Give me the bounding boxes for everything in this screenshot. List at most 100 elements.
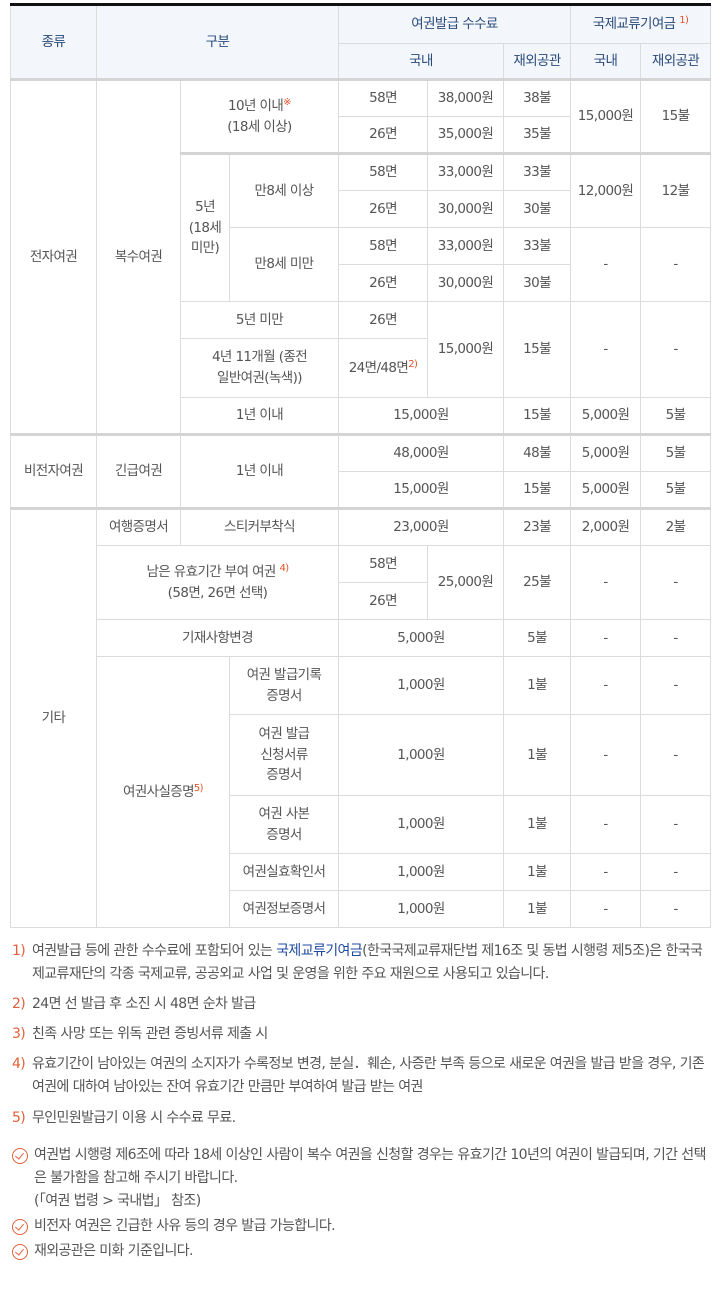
cell-text: 5불 <box>665 445 686 462</box>
table-cell: 48,000원 <box>338 433 504 472</box>
cell-text: 기타 <box>41 710 66 727</box>
cell-text: - <box>673 629 678 646</box>
header-fee: 여권발급 수수료 <box>337 4 572 44</box>
table-cell: 5불 <box>640 471 712 509</box>
table-cell: 1,000원 <box>338 656 504 715</box>
table-row: 15,000원 15불 5,000원 5불 <box>11 471 712 509</box>
table-cell: 기재사항변경 <box>96 619 339 657</box>
cell-text: 1불 <box>527 900 547 917</box>
table-cell: 1년 이내 <box>180 433 339 509</box>
cell-text: 4년 11개월 (종전 일반여권(녹색)) <box>211 349 308 386</box>
header-category: 구분 <box>96 4 339 80</box>
cell-text: 58면 <box>369 164 397 181</box>
table-cell: 58면 <box>338 545 428 583</box>
table-cell: 1불 <box>502 795 572 854</box>
cell-text: 15불 <box>523 481 551 498</box>
table-cell: 58면 <box>338 152 428 191</box>
cell-text: - <box>603 629 608 646</box>
cell-text: 1,000원 <box>397 816 445 833</box>
cell-text: 5불 <box>665 407 686 424</box>
cell-text: - <box>673 256 678 273</box>
cell-text: 만8세 미만 <box>254 256 315 273</box>
table-cell: 25,000원 <box>427 545 504 620</box>
table-cell: 35,000원 <box>427 116 504 154</box>
cell-text: 5,000원 <box>581 445 630 462</box>
cell-text: 2불 <box>665 519 686 536</box>
cell-text: - <box>603 900 608 917</box>
cell-text: 35,000원 <box>437 126 494 143</box>
cell-text: 26면 <box>369 311 397 328</box>
table-cell: 5년 (18세 미만) <box>180 152 230 302</box>
cell-text: 5,000원 <box>581 481 630 498</box>
cell-text: 만8세 이상 <box>254 182 315 199</box>
table-cell: 23불 <box>502 507 572 546</box>
cell-text: 복수여권 <box>114 248 163 265</box>
cell-text: 58면 <box>369 90 397 107</box>
notes: 1) 여권발급 등에 관한 수수료에 포함되어 있는 국제교류기여금(한국국제교류… <box>12 940 712 1265</box>
contribution-link[interactable]: 국제교류기여금 <box>276 943 363 959</box>
table-cell: 1,000원 <box>338 853 504 891</box>
table-cell: - <box>570 656 642 715</box>
cell-text: 비전자여권 <box>23 463 84 480</box>
footnote-text: 24면 선 발급 후 소진 시 48면 순차 발급 <box>32 996 256 1013</box>
footnote-ref: ※ <box>283 96 291 108</box>
cell-text: - <box>603 746 608 763</box>
footnote-ref: 1) <box>679 15 689 27</box>
cell-text: 33,000원 <box>437 237 494 254</box>
table-cell: 5불 <box>502 619 572 657</box>
table-cell: - <box>570 853 642 891</box>
table-row: 5년 (18세 미만) 만8세 이상 58면 33,000원 33불 12,000원 12불 <box>11 152 712 302</box>
cell-text: - <box>673 746 678 763</box>
cell-text: 10년 이내 <box>228 97 284 114</box>
table-cell: 33불 <box>502 227 572 265</box>
cell-text: 1불 <box>527 863 547 880</box>
cell-text: 24면/48면 <box>348 359 409 376</box>
cell-text: 23,000원 <box>393 519 449 536</box>
cell-text: 긴급여권 <box>114 463 163 480</box>
table-cell: 30불 <box>502 264 572 302</box>
table-cell: - <box>640 795 712 854</box>
table-cell: 15,000원 <box>338 397 504 435</box>
table-cell: - <box>570 714 642 796</box>
table-cell: 5,000원 <box>570 471 642 509</box>
table-cell: - <box>640 656 712 715</box>
table-row: 여권사실증명5) 여권 발급기록 증명서 1,000원 1불 - - <box>11 656 712 928</box>
cell-text: 1불 <box>527 746 547 763</box>
table-row: 기타 여행증명서 스티커부착식 23,000원 23불 2,000원 2불 <box>10 507 712 928</box>
table-cell: 전자여권 <box>10 78 97 435</box>
cell-text: - <box>673 900 678 917</box>
info-text: 비전자 여권은 긴급한 사유 등의 경우 발급 가능합니다. <box>34 1217 336 1234</box>
table-row: 26면 35,000원 35불 <box>11 116 711 154</box>
cell-text: - <box>603 341 608 358</box>
cell-text: 여행증명서 <box>108 519 169 536</box>
footnote-text: 여권발급 등에 관한 수수료에 포함되어 있는 <box>32 943 277 959</box>
table-cell: 58면 <box>338 78 428 117</box>
cell-text: 1,000원 <box>397 900 445 917</box>
check-circle-icon <box>12 1244 28 1261</box>
table-cell: 긴급여권 <box>96 433 181 509</box>
table-cell: 복수여권 <box>96 78 181 435</box>
table-cell: 15불 <box>502 397 572 435</box>
table-body: 전자여권 복수여권 10년 이내※ (18세 이상) 58면 38,000원 38불 15,… <box>10 78 712 928</box>
cell-text: 15,000원 <box>393 481 449 498</box>
footnote-ref: 4) <box>279 562 289 574</box>
table-cell: - <box>570 795 642 854</box>
table-cell: 여권 사본 증명서 <box>229 795 339 854</box>
cell-text: 1,000원 <box>397 746 445 763</box>
footnote-number: 3) <box>12 1026 26 1043</box>
footnote-item: 2) 24면 선 발급 후 소진 시 48면 순차 발급 <box>12 993 712 1016</box>
cell-text: 30,000원 <box>437 200 494 217</box>
header-contrib-domestic: 국내 <box>570 43 642 80</box>
table-cell: 33,000원 <box>427 152 504 191</box>
cell-text: 25불 <box>523 574 551 591</box>
cell-text: 33,000원 <box>437 164 494 181</box>
cell-text: 15불 <box>661 108 690 125</box>
table-cell: 26면 <box>338 190 428 228</box>
cell-text: 남은 유효기간 부여 여권 <box>146 563 280 580</box>
info-text: 여권법 시행령 제6조에 따라 18세 이상인 사람이 복수 여권을 신청할 경… <box>34 1146 706 1209</box>
cell-text: 15불 <box>523 341 551 358</box>
check-circle-icon <box>12 1218 28 1235</box>
footnote-number: 1) <box>12 943 26 959</box>
table-cell: 비전자여권 <box>10 433 97 509</box>
header-fee-overseas: 재외공관 <box>502 43 572 80</box>
